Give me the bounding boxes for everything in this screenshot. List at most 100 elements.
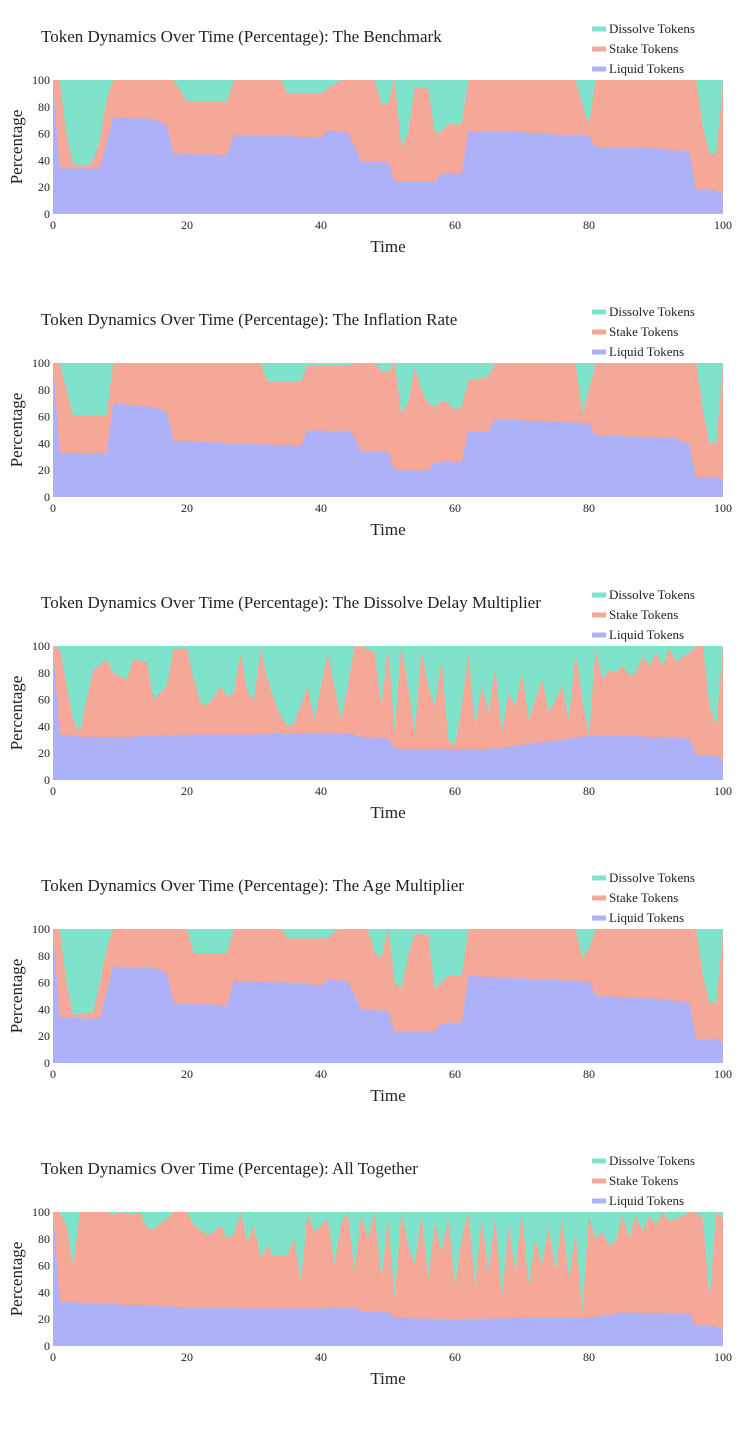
x-tick-label: 20 bbox=[181, 784, 193, 798]
x-tick-label: 80 bbox=[583, 218, 595, 232]
x-tick-label: 20 bbox=[181, 501, 193, 515]
x-tick-label: 40 bbox=[315, 784, 327, 798]
y-tick-label: 60 bbox=[38, 410, 50, 424]
area-liquid-tokens bbox=[53, 1212, 723, 1346]
y-tick-label: 0 bbox=[44, 207, 50, 221]
chart-title: Token Dynamics Over Time (Percentage): A… bbox=[41, 1159, 418, 1178]
y-tick-label: 60 bbox=[38, 693, 50, 707]
chart-panel-1: Token Dynamics Over Time (Percentage): T… bbox=[0, 0, 744, 283]
x-tick-label: 20 bbox=[181, 218, 193, 232]
x-tick-label: 20 bbox=[181, 1350, 193, 1364]
x-tick-label: 80 bbox=[583, 1350, 595, 1364]
x-tick-label: 20 bbox=[181, 1067, 193, 1081]
chart-title: Token Dynamics Over Time (Percentage): T… bbox=[41, 27, 442, 46]
y-tick-label: 20 bbox=[38, 1312, 50, 1326]
legend: Dissolve Tokens Stake Tokens Liquid Tokens bbox=[592, 587, 695, 642]
x-tick-label: 60 bbox=[449, 218, 461, 232]
x-tick-label: 60 bbox=[449, 1067, 461, 1081]
x-tick-label: 100 bbox=[714, 1350, 732, 1364]
x-tick-label: 0 bbox=[50, 784, 56, 798]
legend-label-liquid: Liquid Tokens bbox=[609, 1193, 684, 1208]
x-tick-label: 60 bbox=[449, 1350, 461, 1364]
y-axis-title: Percentage bbox=[7, 393, 26, 468]
y-tick-label: 100 bbox=[32, 922, 50, 936]
area-chart-5: Token Dynamics Over Time (Percentage): A… bbox=[7, 1153, 732, 1388]
x-axis-title: Time bbox=[370, 237, 405, 256]
legend-label-liquid: Liquid Tokens bbox=[609, 627, 684, 642]
legend-label-liquid: Liquid Tokens bbox=[609, 61, 684, 76]
x-tick-label: 40 bbox=[315, 1067, 327, 1081]
y-axis-title: Percentage bbox=[7, 110, 26, 185]
area-chart-2: Token Dynamics Over Time (Percentage): T… bbox=[7, 304, 732, 539]
x-tick-label: 80 bbox=[583, 1067, 595, 1081]
y-tick-label: 20 bbox=[38, 1029, 50, 1043]
x-tick-label: 100 bbox=[714, 501, 732, 515]
legend-label-dissolve: Dissolve Tokens bbox=[609, 1153, 695, 1168]
x-tick-label: 100 bbox=[714, 784, 732, 798]
y-axis-title: Percentage bbox=[7, 1242, 26, 1317]
y-tick-label: 0 bbox=[44, 773, 50, 787]
y-tick-label: 0 bbox=[44, 1056, 50, 1070]
x-tick-label: 100 bbox=[714, 218, 732, 232]
area-liquid-tokens bbox=[53, 646, 723, 780]
chart-panel-5: Token Dynamics Over Time (Percentage): A… bbox=[0, 1132, 744, 1415]
x-tick-label: 80 bbox=[583, 784, 595, 798]
y-tick-label: 60 bbox=[38, 127, 50, 141]
y-tick-label: 20 bbox=[38, 463, 50, 477]
legend-label-liquid: Liquid Tokens bbox=[609, 344, 684, 359]
y-tick-label: 100 bbox=[32, 356, 50, 370]
x-tick-label: 60 bbox=[449, 501, 461, 515]
legend-label-dissolve: Dissolve Tokens bbox=[609, 870, 695, 885]
legend-label-dissolve: Dissolve Tokens bbox=[609, 587, 695, 602]
y-tick-label: 80 bbox=[38, 666, 50, 680]
y-tick-label: 60 bbox=[38, 1259, 50, 1273]
y-tick-label: 80 bbox=[38, 383, 50, 397]
legend-label-dissolve: Dissolve Tokens bbox=[609, 304, 695, 319]
y-axis-title: Percentage bbox=[7, 676, 26, 751]
x-tick-label: 40 bbox=[315, 1350, 327, 1364]
legend-label-liquid: Liquid Tokens bbox=[609, 910, 684, 925]
y-tick-label: 40 bbox=[38, 1002, 50, 1016]
y-tick-label: 60 bbox=[38, 976, 50, 990]
legend-label-stake: Stake Tokens bbox=[609, 41, 678, 56]
x-axis-title: Time bbox=[370, 1369, 405, 1388]
x-tick-label: 0 bbox=[50, 1350, 56, 1364]
x-tick-label: 40 bbox=[315, 218, 327, 232]
x-axis-title: Time bbox=[370, 803, 405, 822]
area-chart-1: Token Dynamics Over Time (Percentage): T… bbox=[7, 21, 732, 256]
x-tick-label: 80 bbox=[583, 501, 595, 515]
legend: Dissolve Tokens Stake Tokens Liquid Tokens bbox=[592, 870, 695, 925]
y-tick-label: 100 bbox=[32, 1205, 50, 1219]
chart-title: Token Dynamics Over Time (Percentage): T… bbox=[41, 593, 541, 612]
x-tick-label: 0 bbox=[50, 218, 56, 232]
y-tick-label: 20 bbox=[38, 180, 50, 194]
chart-panel-2: Token Dynamics Over Time (Percentage): T… bbox=[0, 283, 744, 566]
x-tick-label: 40 bbox=[315, 501, 327, 515]
area-liquid-tokens bbox=[53, 363, 723, 497]
legend-label-stake: Stake Tokens bbox=[609, 1173, 678, 1188]
y-tick-label: 40 bbox=[38, 153, 50, 167]
legend-label-stake: Stake Tokens bbox=[609, 607, 678, 622]
x-tick-label: 0 bbox=[50, 1067, 56, 1081]
legend-label-dissolve: Dissolve Tokens bbox=[609, 21, 695, 36]
x-tick-label: 0 bbox=[50, 501, 56, 515]
y-tick-label: 80 bbox=[38, 100, 50, 114]
y-tick-label: 80 bbox=[38, 949, 50, 963]
legend-label-stake: Stake Tokens bbox=[609, 324, 678, 339]
chart-title: Token Dynamics Over Time (Percentage): T… bbox=[41, 876, 464, 895]
y-tick-label: 40 bbox=[38, 436, 50, 450]
area-chart-4: Token Dynamics Over Time (Percentage): T… bbox=[7, 870, 732, 1105]
y-axis-title: Percentage bbox=[7, 959, 26, 1034]
y-tick-label: 0 bbox=[44, 490, 50, 504]
y-tick-label: 40 bbox=[38, 719, 50, 733]
chart-panel-4: Token Dynamics Over Time (Percentage): T… bbox=[0, 849, 744, 1132]
y-tick-label: 80 bbox=[38, 1232, 50, 1246]
legend: Dissolve Tokens Stake Tokens Liquid Tokens bbox=[592, 1153, 695, 1208]
x-tick-label: 60 bbox=[449, 784, 461, 798]
legend: Dissolve Tokens Stake Tokens Liquid Tokens bbox=[592, 304, 695, 359]
x-axis-title: Time bbox=[370, 520, 405, 539]
x-axis-title: Time bbox=[370, 1086, 405, 1105]
y-tick-label: 0 bbox=[44, 1339, 50, 1353]
legend: Dissolve Tokens Stake Tokens Liquid Tokens bbox=[592, 21, 695, 76]
y-tick-label: 40 bbox=[38, 1285, 50, 1299]
